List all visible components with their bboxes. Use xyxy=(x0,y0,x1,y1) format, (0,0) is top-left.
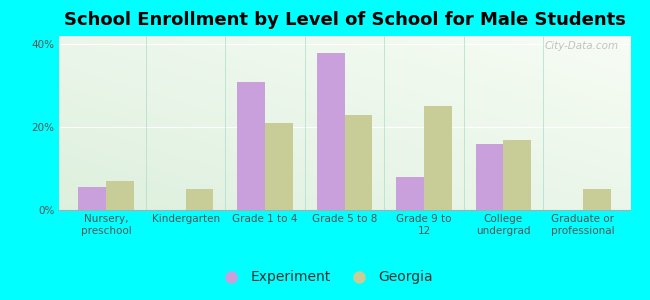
Bar xyxy=(583,189,610,210)
Bar xyxy=(265,123,293,210)
Legend: Experiment, Georgia: Experiment, Georgia xyxy=(212,265,438,290)
Bar xyxy=(344,115,372,210)
Bar xyxy=(476,144,503,210)
Bar xyxy=(503,140,531,210)
Bar xyxy=(237,82,265,210)
Bar xyxy=(186,189,213,210)
Title: School Enrollment by Level of School for Male Students: School Enrollment by Level of School for… xyxy=(64,11,625,29)
Bar xyxy=(317,52,345,210)
Bar xyxy=(424,106,452,210)
Bar xyxy=(106,181,134,210)
Bar xyxy=(79,187,106,210)
Text: City-Data.com: City-Data.com xyxy=(545,41,619,51)
Bar xyxy=(396,177,424,210)
